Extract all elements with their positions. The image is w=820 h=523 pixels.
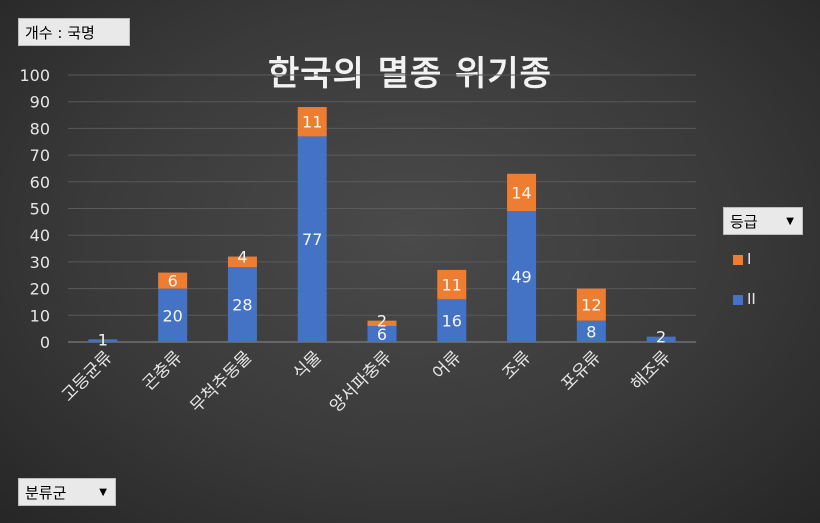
data-label: 16 [442,312,462,331]
data-label: 28 [232,296,252,315]
data-label: 4 [237,248,247,267]
y-tick-label: 30 [30,253,50,272]
bar-segment-II [646,336,676,342]
dropdown-arrow-icon: ▼ [99,487,107,498]
bar-segment-I [576,288,606,321]
x-tick-label: 양서파충류 [326,347,395,416]
bar-segment-I [367,320,397,326]
x-tick-label: 고등균류 [58,347,116,405]
chart-title: 한국의 멸종 위기종 [268,54,552,94]
bar-segment-I [158,272,188,289]
row-field-button[interactable]: 분류군 ▼ [18,478,116,506]
legend-field-button[interactable]: 등급 ▼ [723,207,803,235]
legend-item-I: I [733,250,751,268]
data-label: 6 [377,325,387,344]
x-tick-label: 곤충류 [139,347,186,394]
data-label: 1 [98,330,108,349]
y-tick-label: 90 [30,93,50,112]
bar-segment-II [227,267,257,342]
legend-swatch-II [733,294,743,305]
legend-label-I: I [747,250,752,268]
data-label: 11 [302,113,322,132]
bar-segment-II [158,288,188,342]
legend-item-II: II [733,290,756,308]
bar-segment-II [437,299,467,342]
x-tick-label: 조류 [499,347,535,383]
row-field-label: 분류군 [25,484,67,502]
x-tick-label: 해조류 [627,347,674,394]
bar-segment-II [576,320,606,342]
data-label: 49 [511,268,531,287]
y-tick-label: 0 [40,333,50,352]
data-label: 2 [656,328,666,347]
bar-segment-II [367,325,397,342]
y-tick-label: 80 [30,119,50,138]
x-tick-label: 어류 [429,347,465,383]
data-label: 11 [442,276,462,295]
legend-label-II: II [747,290,756,308]
x-tick-label: 식물 [289,347,325,383]
data-label: 20 [162,306,182,325]
y-tick-label: 20 [30,280,50,299]
bar-segment-I [437,269,467,300]
legend-swatch-I [733,254,743,265]
bar-segment-I [507,173,537,212]
bar-segment-I [297,107,327,137]
y-tick-label: 70 [30,146,50,165]
data-label: 12 [581,296,601,315]
bar-segment-I [227,256,257,268]
y-tick-label: 10 [30,306,50,325]
dropdown-arrow-icon: ▼ [786,216,794,227]
y-tick-label: 100 [19,66,50,85]
value-field-button[interactable]: 개수 : 국명 [18,18,130,46]
x-tick-label: 무척추동물 [187,347,256,416]
x-tick-label: 포유류 [558,347,605,394]
bar-segment-II [507,211,537,342]
legend-field-label: 등급 [730,213,758,231]
data-label: 14 [511,183,531,202]
data-label: 8 [586,322,596,341]
value-field-label: 개수 : 국명 [25,24,95,42]
bar-segment-II [88,339,118,342]
y-tick-label: 60 [30,173,50,192]
y-tick-label: 40 [30,226,50,245]
bar-segment-II [297,136,327,342]
data-label: 77 [302,230,322,249]
y-tick-label: 50 [30,200,50,219]
data-label: 2 [377,312,387,331]
data-label: 6 [168,272,178,291]
